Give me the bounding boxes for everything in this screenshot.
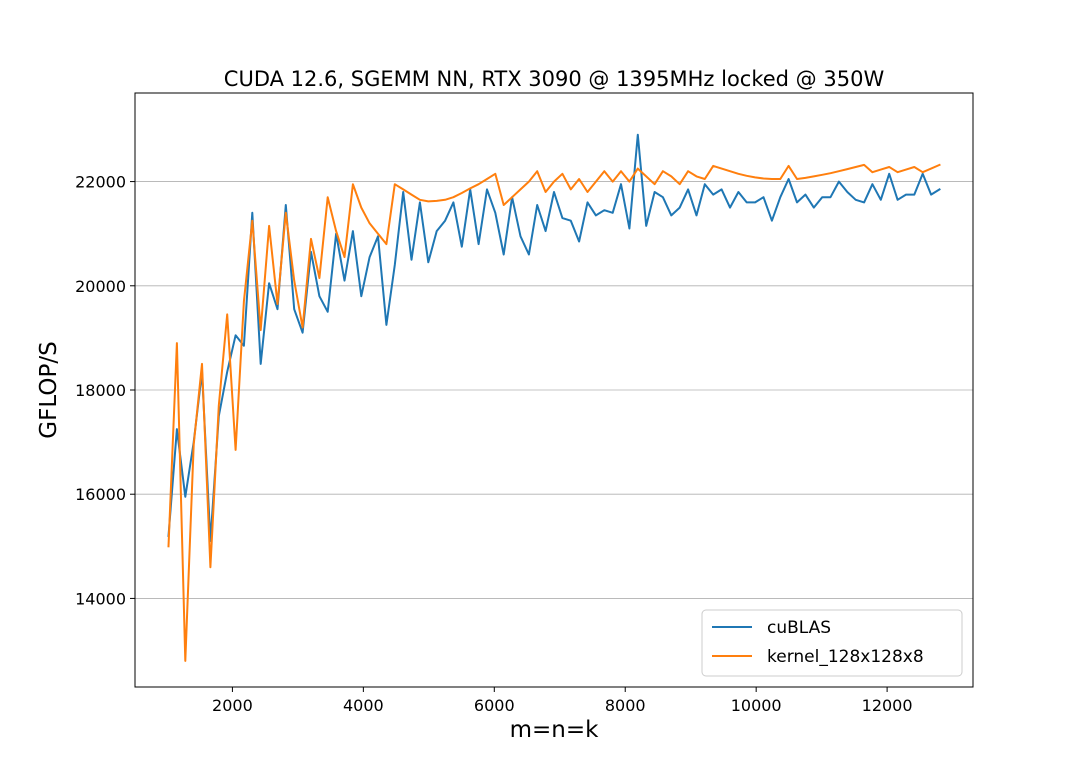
xtick-label-6000: 6000 — [474, 696, 515, 715]
xtick-label-10000: 10000 — [731, 696, 782, 715]
xtick-label-8000: 8000 — [605, 696, 646, 715]
xtick-label-4000: 4000 — [343, 696, 384, 715]
ytick-label-14000: 14000 — [75, 589, 126, 608]
ytick-label-20000: 20000 — [75, 277, 126, 296]
x-axis-title: m=n=k — [510, 717, 600, 743]
legend: cuBLAS kernel_128x128x8 — [701, 609, 963, 677]
chart-title: CUDA 12.6, SGEMM NN, RTX 3090 @ 1395MHz … — [224, 67, 885, 91]
legend-label-kernel: kernel_128x128x8 — [767, 647, 924, 667]
ytick-label-16000: 16000 — [75, 485, 126, 504]
y-axis-ticks: 14000 16000 18000 20000 22000 — [75, 173, 135, 608]
ytick-label-22000: 22000 — [75, 173, 126, 192]
xtick-label-2000: 2000 — [212, 696, 253, 715]
series-line-cublas — [167, 133, 941, 543]
plot-series — [167, 133, 941, 662]
y-axis-title: GFLOP/S — [36, 341, 62, 438]
legend-box — [701, 609, 963, 677]
xtick-label-12000: 12000 — [862, 696, 913, 715]
series-line-kernel-128x128x8 — [167, 163, 941, 662]
ytick-label-18000: 18000 — [75, 381, 126, 400]
legend-label-cublas: cuBLAS — [767, 618, 831, 638]
x-axis-ticks: 2000 4000 6000 8000 10000 12000 — [212, 687, 913, 715]
